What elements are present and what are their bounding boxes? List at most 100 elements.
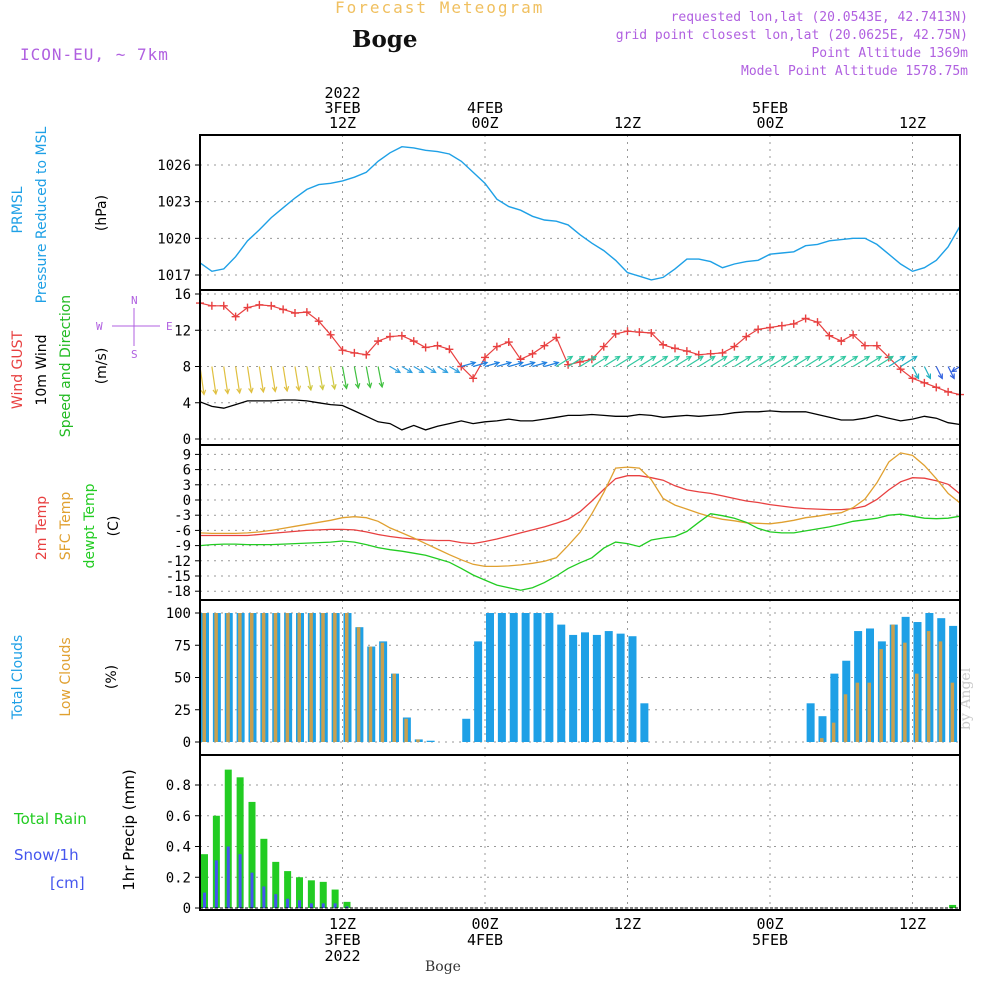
wind-direction-arrow bbox=[852, 355, 870, 368]
wind-direction-arrow bbox=[567, 355, 585, 368]
wind-direction-arrow bbox=[951, 365, 961, 373]
wind-direction-arrow bbox=[282, 366, 288, 392]
y-tick-label: 6 bbox=[183, 463, 191, 479]
wind-arrow-head bbox=[212, 389, 219, 396]
wind-compass: W E N S bbox=[96, 294, 173, 361]
wind-direction-arrow bbox=[627, 355, 644, 368]
low-cloud-bar bbox=[915, 673, 919, 742]
total-cloud-bar bbox=[830, 673, 839, 742]
wind-gust-marker bbox=[492, 342, 501, 351]
y-tick-label: 1017 bbox=[157, 268, 191, 284]
wind-arrow-head bbox=[721, 355, 728, 362]
low-cloud-bar bbox=[202, 613, 206, 742]
wind-gust-marker bbox=[255, 300, 264, 309]
wind-direction-arrow bbox=[425, 365, 436, 374]
total-cloud-bar bbox=[474, 641, 483, 742]
top-time-label: 2022 bbox=[324, 84, 360, 102]
wind-gust-marker bbox=[409, 337, 418, 346]
wind-gust-marker bbox=[849, 330, 858, 339]
rain-bar bbox=[236, 777, 244, 908]
wind-arrow-head bbox=[697, 355, 704, 362]
y-tick-label: 0 bbox=[183, 735, 191, 751]
wind-gust-marker bbox=[825, 331, 834, 340]
wind-direction-arrow bbox=[318, 366, 324, 390]
wind-direction-arrow bbox=[781, 355, 799, 368]
temp2m-label: 2m Temp bbox=[34, 496, 50, 560]
wind-arrow-head bbox=[307, 385, 313, 392]
panel-frame-precip bbox=[199, 754, 961, 911]
low-cloud-bar bbox=[404, 718, 408, 742]
snow-bar bbox=[238, 854, 242, 908]
wind-arrow-head bbox=[911, 355, 918, 362]
wind-direction-arrow bbox=[615, 355, 632, 368]
wind-arrow-head bbox=[602, 355, 609, 362]
top-time-label: 5FEB bbox=[752, 99, 788, 117]
wind-gust-marker bbox=[243, 303, 252, 312]
precip-unit-label: 1hr Precip (mm) bbox=[120, 769, 138, 890]
wind-direction-arrow bbox=[520, 361, 535, 368]
y-tick-label: -12 bbox=[166, 554, 191, 570]
wind-gust-marker bbox=[599, 342, 608, 351]
wind-gust-marker bbox=[789, 319, 798, 328]
wind-gust-marker bbox=[421, 343, 430, 352]
rain-bar bbox=[319, 881, 327, 908]
wind-gust-marker bbox=[386, 332, 394, 341]
wind-direction-arrow bbox=[449, 365, 460, 374]
y-tick-label: -6 bbox=[174, 523, 191, 539]
low-cloud-bar bbox=[333, 613, 337, 742]
rain-bar bbox=[331, 889, 339, 908]
y-tick-label: 0.6 bbox=[166, 809, 191, 825]
wind-gust-marker bbox=[552, 333, 561, 342]
wind-gust-marker bbox=[469, 374, 478, 383]
wind-arrow-head bbox=[590, 355, 598, 362]
total-clouds-label: Total Clouds bbox=[10, 635, 26, 720]
wind-direction-arrow bbox=[555, 355, 573, 368]
wind-arrow-head bbox=[505, 360, 513, 367]
panel-frame-wind bbox=[199, 289, 961, 446]
y-tick-label: 1020 bbox=[157, 231, 191, 247]
wind-arrow-head bbox=[579, 355, 586, 362]
wind-arrow-head bbox=[482, 360, 489, 367]
snow-label: Snow/1h bbox=[14, 846, 79, 864]
wind-gust-marker bbox=[635, 328, 644, 337]
wind-arrow-head bbox=[529, 360, 536, 367]
wind-arrow-head bbox=[733, 355, 740, 362]
wind-arrow-head bbox=[638, 355, 645, 362]
wind-arrow-head bbox=[816, 355, 823, 362]
wind-gust-marker bbox=[813, 318, 822, 327]
sfc-temp-label: SFC Temp bbox=[58, 492, 74, 561]
pressure-msl-label: Pressure Reduced to MSL bbox=[34, 126, 50, 303]
wind-speed-direction-label: Speed and Direction bbox=[58, 295, 74, 437]
prmsl-label: PRMSL bbox=[10, 186, 26, 233]
rain-bar bbox=[949, 904, 957, 908]
temp2m-line bbox=[200, 475, 961, 545]
snow-bar bbox=[250, 872, 254, 908]
wind-arrow-head bbox=[271, 386, 278, 393]
wind-arrow-head bbox=[899, 355, 906, 362]
wind-gust-marker bbox=[350, 348, 359, 357]
wind-gust-marker bbox=[279, 305, 288, 314]
location-title: Boge bbox=[352, 26, 418, 53]
wind-direction-arrow bbox=[484, 361, 500, 368]
wind-direction-arrow bbox=[840, 355, 858, 368]
wind-arrow-head bbox=[378, 382, 385, 389]
wind-arrow-head bbox=[430, 367, 437, 374]
wind-direction-arrow bbox=[817, 355, 834, 368]
total-cloud-bar bbox=[497, 613, 506, 742]
total-cloud-bar bbox=[557, 624, 566, 742]
model-label: ICON-EU, ~ 7km bbox=[20, 45, 169, 64]
compass-east: E bbox=[166, 320, 173, 333]
bottom-time-label: 12Z bbox=[329, 915, 356, 933]
wind-arrow-head bbox=[553, 360, 560, 367]
wind-arrow-head bbox=[517, 360, 525, 367]
low-cloud-bar bbox=[238, 613, 242, 742]
wind-direction-arrow bbox=[662, 355, 680, 368]
y-tick-label: 25 bbox=[174, 703, 191, 719]
low-cloud-bar bbox=[843, 694, 848, 742]
y-tick-label: 12 bbox=[174, 323, 191, 339]
wind-arrow-head bbox=[331, 384, 337, 391]
top-time-label: 3FEB bbox=[324, 99, 360, 117]
wind-direction-arrow bbox=[876, 355, 894, 368]
wind-direction-arrow bbox=[544, 361, 559, 368]
